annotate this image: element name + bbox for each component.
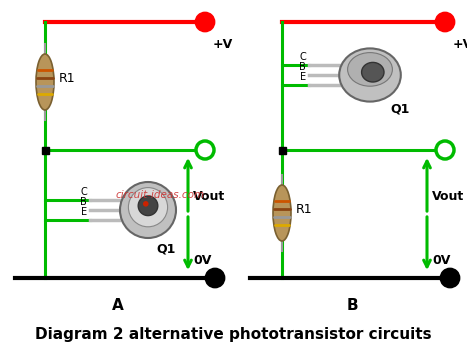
Circle shape [196, 141, 214, 159]
Circle shape [436, 13, 454, 31]
Bar [278, 147, 285, 153]
Ellipse shape [361, 62, 384, 82]
Circle shape [138, 196, 158, 216]
Circle shape [120, 182, 176, 238]
Circle shape [196, 13, 214, 31]
Circle shape [143, 201, 149, 207]
Ellipse shape [339, 48, 401, 102]
Ellipse shape [273, 185, 291, 241]
Text: +V: +V [213, 38, 233, 51]
Circle shape [436, 141, 454, 159]
Text: Q1: Q1 [156, 242, 176, 255]
Text: R1: R1 [59, 72, 76, 85]
Ellipse shape [347, 53, 392, 86]
Text: B: B [347, 298, 358, 313]
Ellipse shape [142, 230, 154, 237]
Text: E: E [300, 72, 306, 82]
Text: A: A [112, 298, 123, 313]
Text: B: B [299, 62, 306, 72]
Circle shape [441, 269, 459, 287]
Circle shape [128, 188, 168, 227]
Text: circuit-ideas.com: circuit-ideas.com [115, 190, 205, 200]
Text: Diagram 2 alternative phototransistor circuits: Diagram 2 alternative phototransistor ci… [35, 327, 432, 342]
Text: R1: R1 [296, 203, 312, 216]
Text: Vout: Vout [432, 190, 464, 203]
Bar [42, 147, 49, 153]
Text: B: B [80, 197, 87, 207]
Text: Vout: Vout [193, 190, 225, 203]
Text: 0V: 0V [432, 253, 450, 267]
Circle shape [206, 269, 224, 287]
Text: E: E [81, 207, 87, 217]
Text: C: C [80, 187, 87, 197]
Text: +V: +V [453, 38, 467, 51]
Ellipse shape [36, 54, 54, 110]
Text: Q1: Q1 [390, 103, 410, 116]
Text: C: C [299, 52, 306, 62]
Text: 0V: 0V [193, 253, 212, 267]
